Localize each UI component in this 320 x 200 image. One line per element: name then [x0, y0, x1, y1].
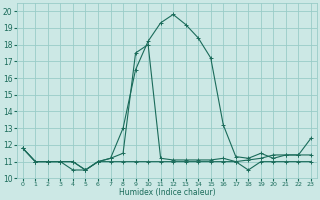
X-axis label: Humidex (Indice chaleur): Humidex (Indice chaleur)	[119, 188, 215, 197]
